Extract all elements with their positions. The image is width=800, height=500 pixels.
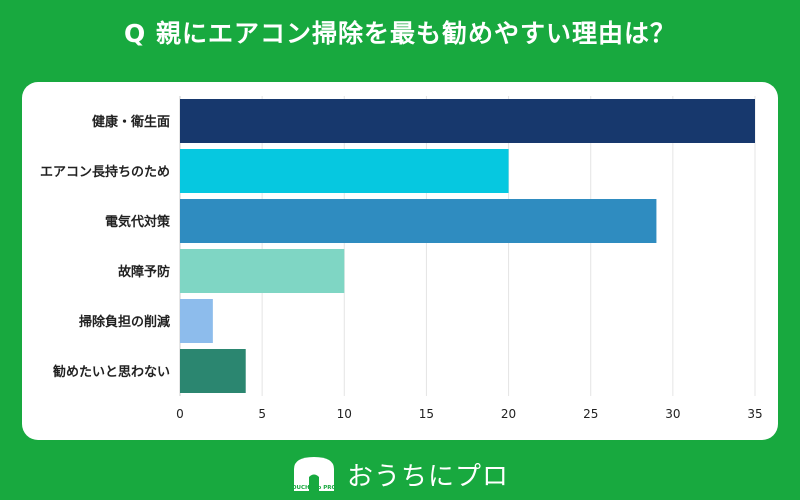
x-tick-label: 10 [337, 407, 352, 421]
house-logo-icon: OUCHI no PRO [292, 457, 337, 491]
x-tick-label: 0 [176, 407, 184, 421]
category-label: 電気代対策 [105, 214, 171, 230]
x-tick-label: 5 [258, 407, 266, 421]
brand-name: おうちにプロ [346, 461, 509, 492]
bar [180, 349, 246, 393]
x-tick-label: 35 [747, 407, 762, 421]
x-tick-label: 15 [419, 407, 434, 421]
logo-text: OUCHI no PRO [292, 485, 337, 491]
chart-title: Q 親にエアコン掃除を最も勧めやすい理由は？ [124, 19, 676, 48]
x-tick-label: 25 [583, 407, 598, 421]
x-tick-label: 20 [501, 407, 516, 421]
x-tick-label: 30 [665, 407, 680, 421]
category-label: 健康・衛生面 [92, 114, 170, 130]
bar [180, 299, 213, 343]
category-label: エアコン長持ちのため [40, 164, 170, 180]
footer: OUCHI no PRO おうちにプロ [0, 452, 800, 496]
bar [180, 199, 657, 243]
bar [180, 149, 509, 193]
category-label: 故障予防 [118, 264, 170, 280]
bar-chart: 0 5 10 15 20 25 30 35 健康・衛生面エアコン長持ちのため電気代対策故障予防掃… [40, 96, 763, 421]
bar [180, 249, 345, 293]
category-label: 勧めたいと思わない [52, 364, 170, 380]
category-label: 掃除負担の削減 [79, 314, 170, 330]
bar [180, 99, 755, 143]
chart-card: 0 5 10 15 20 25 30 35 健康・衛生面エアコン長持ちのため電気代対策故障予防掃… [22, 82, 778, 440]
